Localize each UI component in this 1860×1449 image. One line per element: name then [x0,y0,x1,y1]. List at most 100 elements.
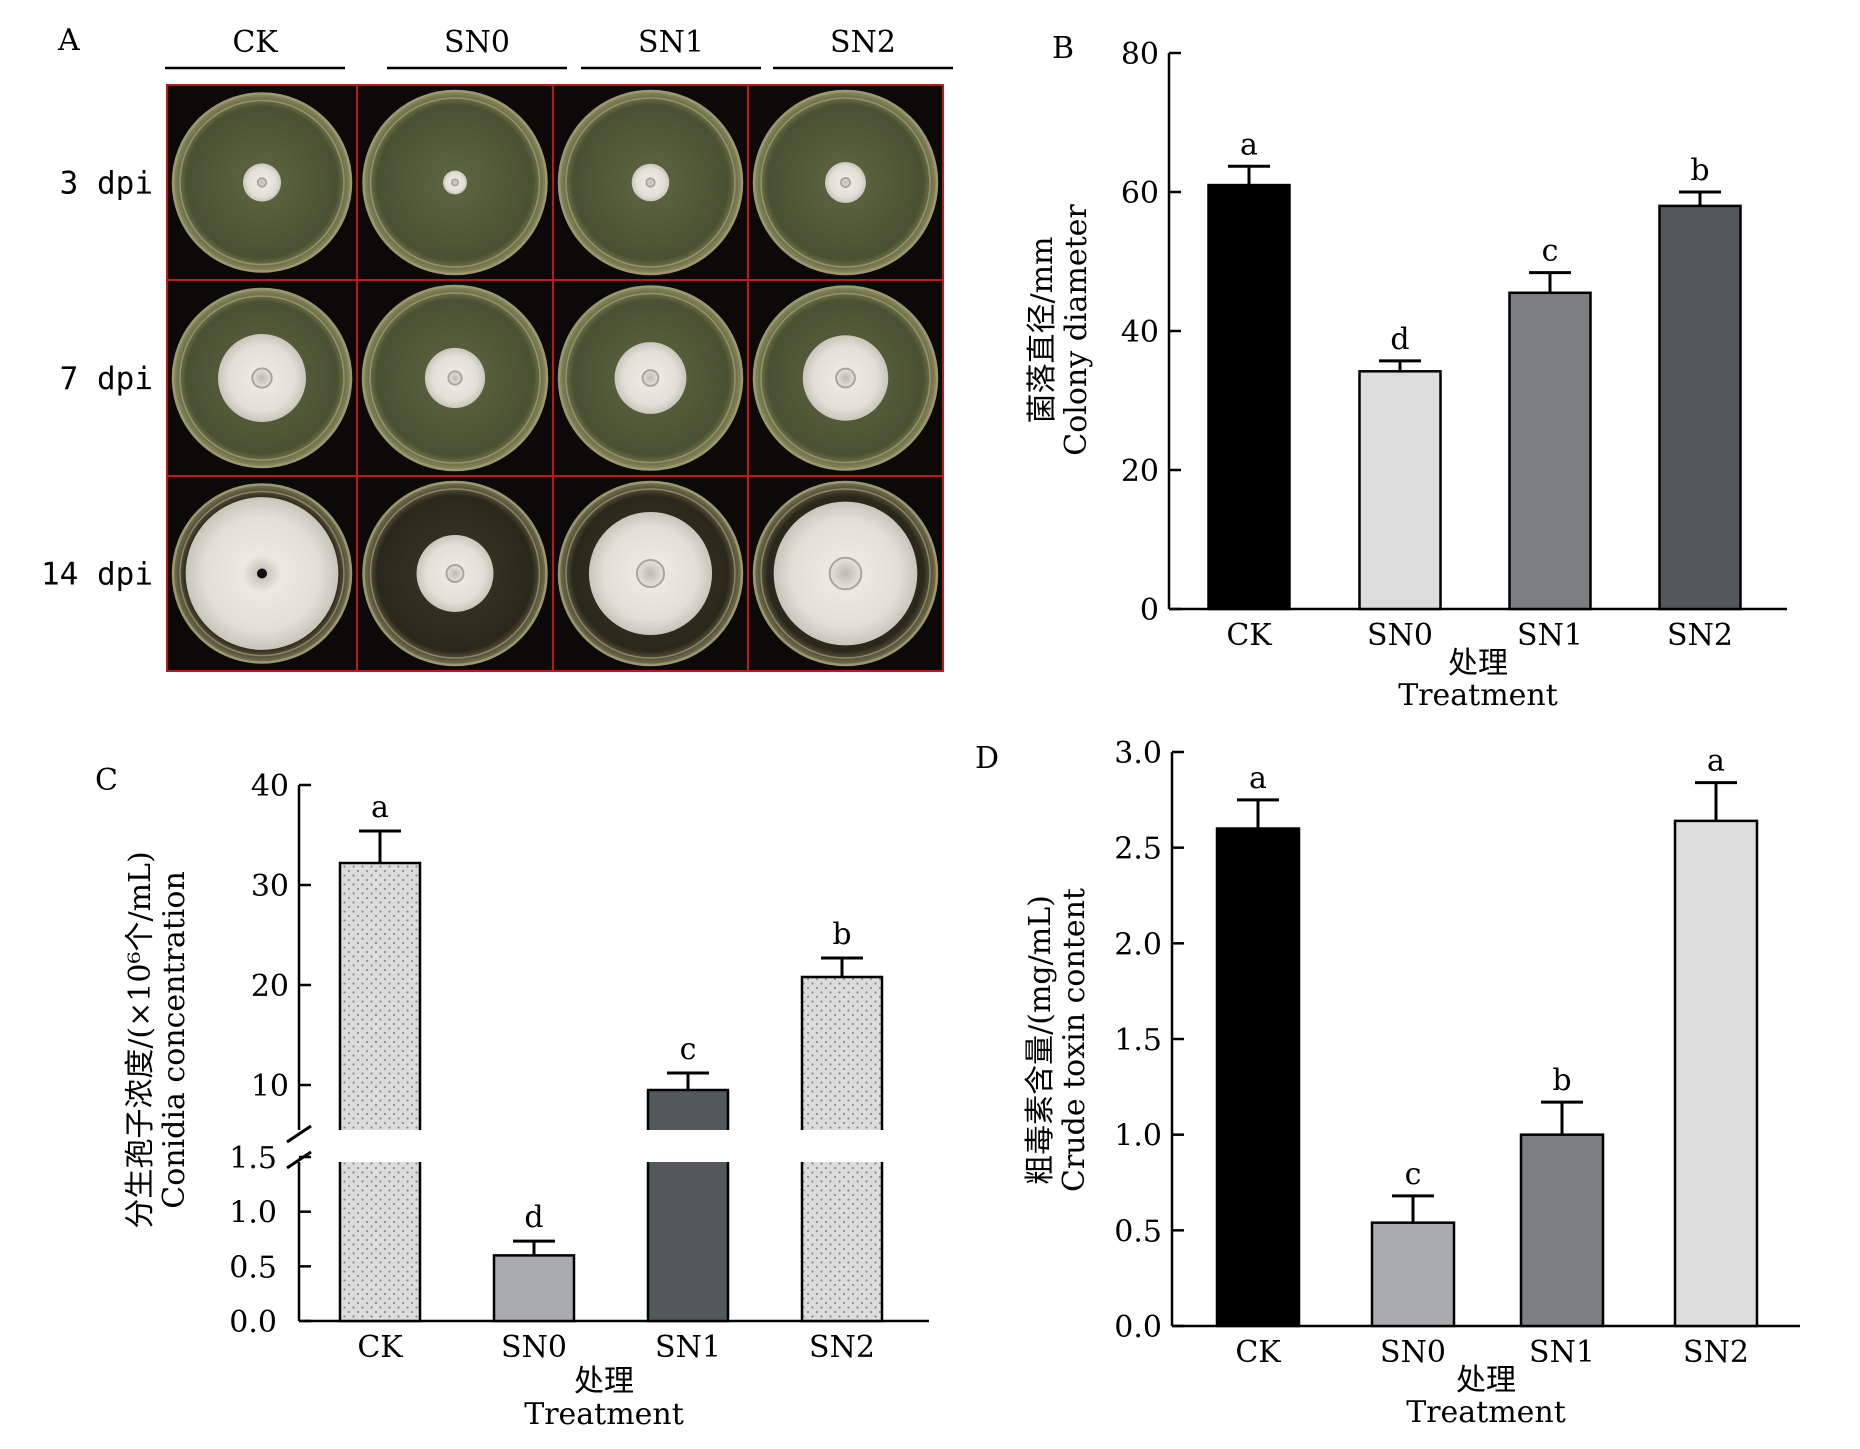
y-axis-label-en: Conidia concentration [157,871,192,1209]
significance-letter: c [1405,1157,1422,1192]
x-tick-label: CK [1235,1335,1281,1370]
significance-letter: d [1390,322,1409,357]
significance-letter: b [832,917,851,952]
y-tick-label: 20 [251,969,289,1004]
panel-c-bars [337,829,885,1323]
panel-b-label: B [1052,31,1074,66]
y-tick-label: 3.0 [1114,736,1162,771]
y-tick-label: 1.0 [1114,1119,1162,1154]
fungal-colony [588,511,713,636]
fungal-colony [443,170,467,195]
plate-column-header: CK [232,25,278,60]
x-axis-label-en: Treatment [1398,678,1558,713]
colony-ring [635,558,666,589]
petri-dish-rim [760,292,931,464]
fungal-colony [824,161,867,204]
y-tick-label: 2.0 [1114,927,1162,962]
y-tick-label: 1.5 [229,1141,277,1176]
colony-ring [451,178,459,187]
significance-letter: a [1249,761,1267,796]
bar [1215,827,1301,1328]
bar [646,1088,730,1323]
petri-dish-rim [565,488,736,659]
plate-grid [166,84,944,672]
y-axis-label-en: Crude toxin content [1057,888,1092,1192]
petri-dish-rim [760,488,931,659]
bar-break-gap [645,1130,731,1162]
fungal-colony [614,342,687,414]
significance-letter: d [524,1200,543,1235]
significance-letter: b [1552,1063,1571,1098]
x-axis-label-en: Treatment [1406,1395,1566,1430]
colony-ring [839,176,852,189]
y-axis-label: 菌落直径/mm Colony diameter [1025,204,1094,456]
y-axis-label: 粗毒素含量/(mg/mL) Crude toxin content [1023,888,1092,1192]
petri-dish-rim [565,292,736,464]
plate-row-label: 7 dpi [60,361,153,397]
plate-column-headers: CK SN0 SN1 SN2 [165,25,953,70]
axis-break-mark [286,1124,312,1144]
plate-cell [552,475,749,672]
panel-d-bars [1215,781,1759,1328]
y-axis-label-cn: 菌落直径/mm [1025,236,1060,423]
plate-row-labels: 3 dpi 7 dpi 14 dpi [41,166,153,593]
y-tick-label: 60 [1121,176,1159,211]
bar-break-gap [337,1130,423,1162]
bar [1673,819,1759,1328]
x-tick-label: SN2 [1683,1335,1749,1370]
y-axis-label-en: Colony diameter [1059,204,1094,456]
panel-d-label: D [975,741,999,776]
y-tick-label: 1.5 [1114,1023,1162,1058]
petri-dish-rim [179,490,345,657]
x-axis-label-cn: 处理 [1456,1363,1516,1398]
plate-cell [356,475,554,672]
plate-cell [552,279,749,477]
plate-cell [166,475,358,672]
plate-cell [166,84,358,281]
petri-dish-rim [369,488,541,659]
fungal-colony [773,501,918,646]
colony-ring [641,369,660,387]
panel-d-crude-toxin-chart: D 0.0 0.5 1.0 1.5 2.0 2.5 3.0 CK a SN0 c SN1 b SN2 a 处理… [975,736,1800,1430]
x-tick-label: SN0 [1380,1335,1446,1370]
bar [1358,370,1442,611]
y-tick-label: 80 [1121,37,1159,72]
panel-d-labels: 0.0 0.5 1.0 1.5 2.0 2.5 3.0 CK a SN0 c SN1 b SN2 a 处理Tr… [1023,736,1749,1430]
significance-letter: c [1542,234,1559,269]
colony-ring [445,564,465,583]
colony-ring [251,367,273,389]
x-tick-label: SN2 [809,1330,875,1365]
panel-a-plate-images: A CK SN0 SN1 SN2 3 dpi 7 dpi 14 dpi [41,23,953,672]
bar [338,861,422,1323]
colony-center-spot [257,568,267,579]
colony-ring [447,370,463,386]
fungal-colony [631,163,670,202]
y-tick-label: 0.5 [229,1250,277,1285]
bar [1370,1221,1456,1328]
petri-dish-rim [369,97,541,268]
fungal-colony [416,535,494,612]
x-axis-label-cn: 处理 [574,1364,634,1399]
y-tick-label: 0 [1140,593,1159,628]
bar-break-gap [799,1130,885,1162]
significance-letter: a [371,790,389,825]
y-tick-label: 40 [1121,315,1159,350]
plate-cell [356,84,554,281]
panel-c-label: C [95,763,118,798]
petri-dish-rim [179,99,345,266]
y-tick-label: 10 [251,1069,289,1104]
x-tick-label: SN1 [1517,618,1583,653]
colony-ring [828,556,863,591]
y-axis-label-cn: 分生孢子浓度/(×10⁶个/mL) [123,851,158,1228]
significance-letter: c [680,1032,697,1067]
fungal-colony [802,335,889,421]
y-tick-label: 0.0 [1114,1310,1162,1345]
bar [492,1254,576,1323]
x-tick-label: SN2 [1667,618,1733,653]
significance-letter: a [1707,744,1725,779]
plate-cell [747,84,944,281]
y-tick-label: 40 [251,769,289,804]
